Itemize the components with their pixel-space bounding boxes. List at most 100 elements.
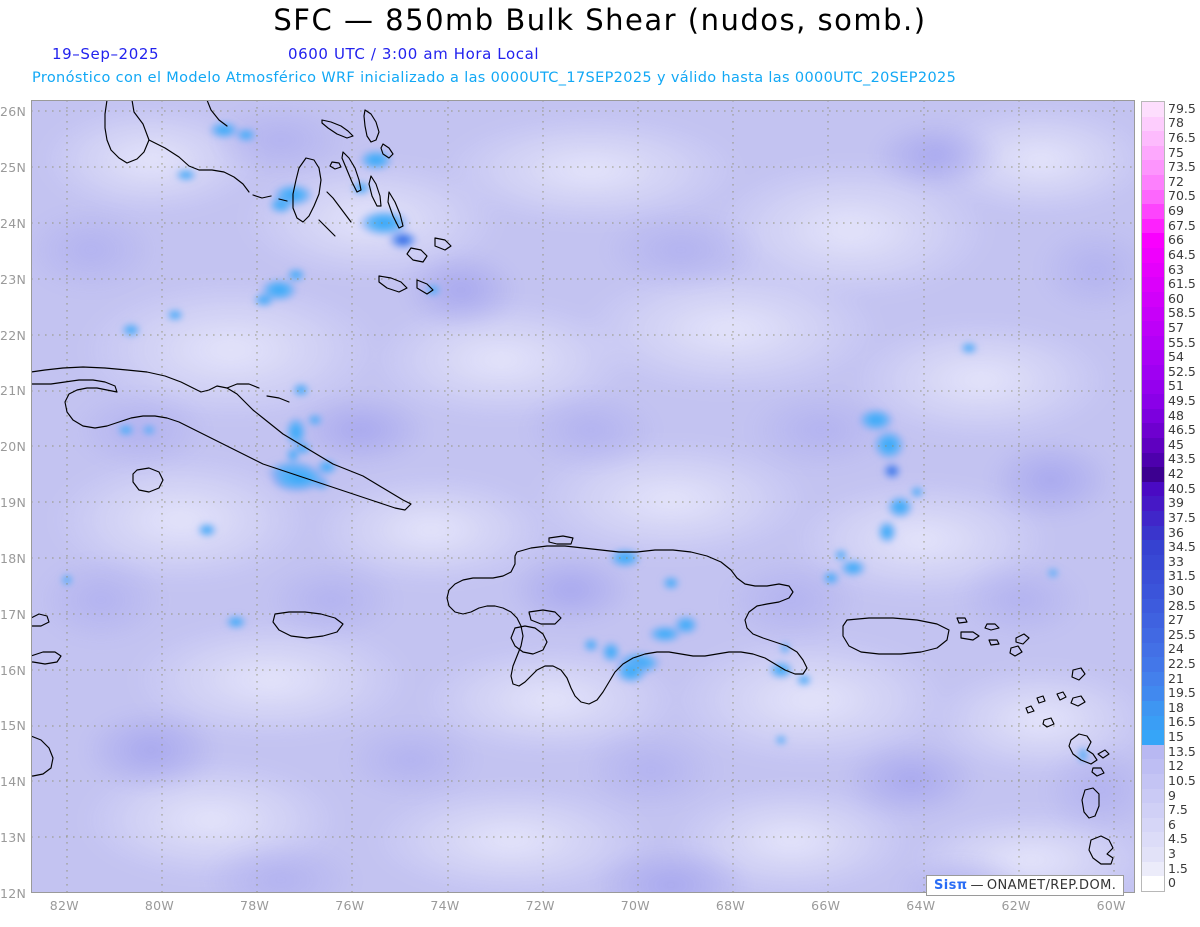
lon-tick-label: 70W [620, 898, 650, 913]
colorbar-tick-label: 37.5 [1168, 509, 1196, 525]
colorbar-tick-label: 39 [1168, 495, 1184, 511]
colorbar-swatch [1142, 803, 1164, 818]
colorbar-tick-label: 28.5 [1168, 597, 1196, 613]
colorbar-tick-label: 34.5 [1168, 539, 1196, 555]
colorbar-swatch [1142, 335, 1164, 351]
colorbar-swatch [1142, 876, 1164, 891]
lon-tick-label: 62W [1001, 898, 1031, 913]
lat-tick-label: 19N [0, 495, 27, 511]
colorbar-swatch [1142, 554, 1164, 570]
colorbar-swatch [1142, 584, 1164, 599]
valid-date-label: 19–Sep–2025 [52, 45, 160, 63]
colorbar-tick-label: 10.5 [1168, 772, 1196, 788]
colorbar-tick-label: 31.5 [1168, 568, 1196, 584]
colorbar-tick-label: 55.5 [1168, 334, 1196, 350]
colorbar-swatch [1142, 218, 1164, 234]
colorbar-swatch [1142, 291, 1164, 307]
lon-tick-label: 68W [715, 898, 746, 913]
colorbar-swatch [1142, 642, 1164, 658]
colorbar-swatch [1142, 788, 1164, 804]
colorbar-tick-label: 12 [1168, 758, 1184, 774]
colorbar-swatch [1142, 175, 1164, 190]
colorbar-swatch [1142, 671, 1164, 687]
colorbar-tick-label: 3 [1168, 845, 1176, 861]
shear-map-plot [31, 100, 1135, 893]
colorbar-tick-label: 75 [1168, 144, 1184, 160]
colorbar-swatch [1142, 102, 1164, 117]
colorbar-tick-label: 61.5 [1168, 276, 1196, 292]
colorbar-swatch [1142, 657, 1164, 672]
attribution-badge: Sisπ — ONAMET/REP.DOM. [926, 875, 1125, 896]
lon-tick-label: 60W [1096, 898, 1126, 913]
colorbar-tick-label: 73.5 [1168, 159, 1196, 175]
colorbar-swatch [1142, 306, 1164, 322]
colorbar-swatch [1142, 262, 1164, 278]
colorbar-swatch [1142, 861, 1164, 877]
colorbar-swatch [1142, 423, 1164, 439]
colorbar-swatch [1142, 189, 1164, 205]
colorbar-tick-label: 40.5 [1168, 480, 1196, 496]
colorbar-tick-label: 42 [1168, 466, 1184, 482]
colorbar-tick-label: 72 [1168, 173, 1184, 189]
colorbar-swatch [1142, 233, 1164, 249]
colorbar-swatch [1142, 408, 1164, 424]
colorbar-swatch [1142, 715, 1164, 731]
colorbar-swatch [1142, 525, 1164, 541]
colorbar-tick-label: 45 [1168, 436, 1184, 452]
lat-tick-label: 23N [0, 271, 27, 287]
colorbar-swatch [1142, 540, 1164, 555]
colorbar-swatch [1142, 817, 1164, 833]
colorbar-tick-label: 1.5 [1168, 860, 1188, 876]
colorbar-swatch [1142, 321, 1164, 336]
colorbar-tick-label: 57 [1168, 319, 1184, 335]
lon-tick-label: 72W [525, 898, 555, 913]
colorbar-tick-label: 19.5 [1168, 685, 1196, 701]
colorbar-tick-label: 21 [1168, 670, 1184, 686]
lon-tick-label: 76W [335, 898, 365, 913]
colorbar-tick-label: 46.5 [1168, 422, 1196, 438]
colorbar-swatch [1142, 379, 1164, 395]
colorbar-swatch [1142, 511, 1164, 526]
colorbar-swatch [1142, 774, 1164, 789]
model-run-note: Pronóstico con el Modelo Atmosférico WRF… [32, 70, 957, 86]
colorbar-tick-label: 49.5 [1168, 393, 1196, 409]
lat-tick-label: 15N [0, 718, 27, 734]
colorbar-swatch [1142, 116, 1164, 132]
shear-colorbar-ticks: 79.5 78 76.5 75 73.5 72 70.5 69 67.5 66 64.5 63 61.5… [1168, 101, 1200, 892]
map-header: SFC — 850mb Bulk Shear (nudos, somb.) 19… [0, 0, 1200, 95]
lat-tick-label: 21N [0, 383, 27, 399]
colorbar-swatch [1142, 744, 1164, 760]
colorbar-swatch [1142, 452, 1164, 468]
colorbar-swatch [1142, 277, 1164, 292]
colorbar-tick-label: 24 [1168, 641, 1184, 657]
colorbar-swatch [1142, 759, 1164, 775]
colorbar-tick-label: 76.5 [1168, 130, 1196, 146]
lat-tick-label: 13N [0, 830, 27, 846]
field-mid-shear-patches [31, 102, 1135, 893]
colorbar-swatch [1142, 438, 1164, 453]
colorbar-tick-label: 7.5 [1168, 802, 1188, 818]
lat-tick-label: 18N [0, 550, 27, 566]
colorbar-swatch [1142, 131, 1164, 146]
colorbar-tick-label: 18 [1168, 699, 1184, 715]
lat-tick-label: 12N [0, 886, 27, 901]
map-canvas [31, 100, 1135, 893]
colorbar-tick-label: 67.5 [1168, 217, 1196, 233]
colorbar-tick-label: 52.5 [1168, 363, 1196, 379]
colorbar-tick-label: 13.5 [1168, 743, 1196, 759]
colorbar-tick-label: 25.5 [1168, 626, 1196, 642]
attribution-separator: — [970, 878, 984, 893]
plot-border [31, 100, 1135, 893]
lon-tick-label: 66W [811, 898, 841, 913]
lat-tick-label: 20N [0, 439, 27, 455]
colorbar-swatch [1142, 847, 1164, 862]
colorbar-swatch [1142, 686, 1164, 701]
colorbar-swatch [1142, 569, 1164, 585]
lon-tick-label: 78W [240, 898, 270, 913]
lat-tick-label: 25N [0, 160, 27, 175]
lat-tick-label: 26N [0, 104, 27, 120]
lat-tick-label: 16N [0, 662, 27, 678]
colorbar-swatch [1142, 350, 1164, 365]
colorbar-tick-label: 0 [1168, 875, 1176, 891]
colorbar-swatch [1142, 613, 1164, 628]
